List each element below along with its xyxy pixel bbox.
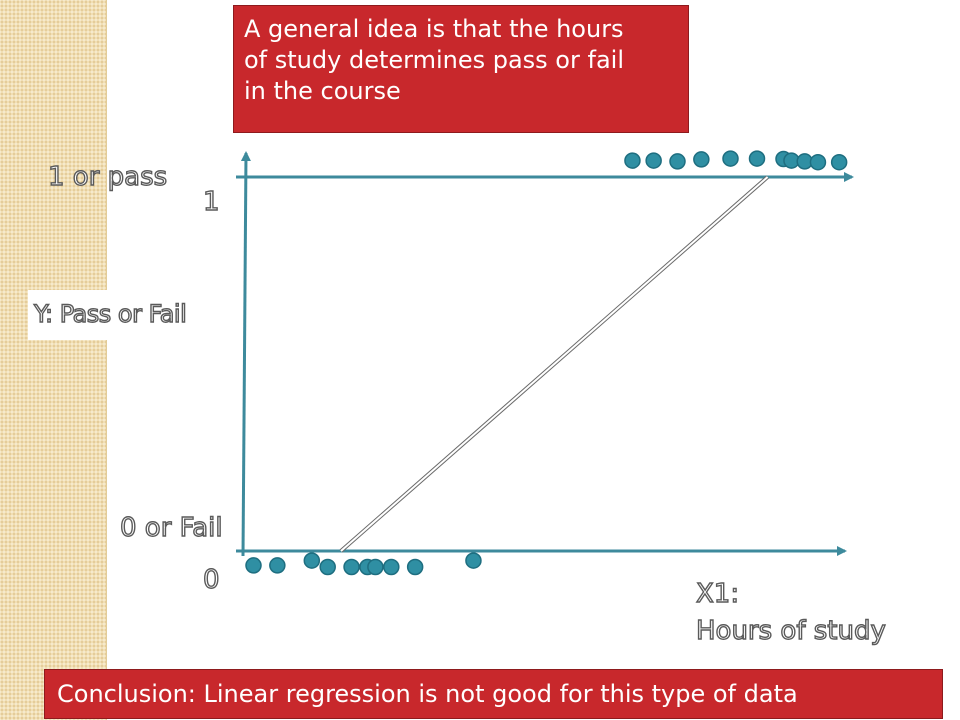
fail-data-point bbox=[367, 558, 384, 576]
decorative-side-strip bbox=[0, 0, 107, 720]
x-axis-label-line-2: Hours of study bbox=[695, 616, 886, 646]
fail-level-label: 0 or Fail bbox=[119, 513, 223, 543]
fail-data-point bbox=[303, 552, 321, 569]
pass-data-point bbox=[748, 150, 766, 167]
fail-data-point bbox=[245, 557, 262, 574]
regression-line-fill bbox=[340, 176, 769, 552]
fail-data-point bbox=[343, 558, 360, 576]
idea-callout-line-3: in the course bbox=[244, 77, 401, 105]
pass-data-point bbox=[645, 152, 662, 169]
idea-callout-line-2: of study determines pass or fail bbox=[244, 46, 624, 74]
conclusion-callout: Conclusion: Linear regression is not goo… bbox=[44, 669, 943, 719]
y-tick-zero: 0 bbox=[202, 565, 220, 595]
fail-data-point bbox=[406, 558, 424, 576]
x-axis-label-box bbox=[688, 568, 906, 656]
pass-data-point bbox=[669, 153, 686, 170]
pass-data-point bbox=[830, 153, 848, 171]
pass-data-point bbox=[624, 152, 641, 169]
conclusion-text: Conclusion: Linear regression is not goo… bbox=[57, 680, 798, 708]
idea-callout: A general idea is that the hours of stud… bbox=[233, 5, 689, 133]
axes bbox=[236, 151, 854, 557]
pass-data-point bbox=[722, 150, 739, 167]
x-axis-label-line-1: X1: bbox=[695, 579, 740, 609]
fail-data-point bbox=[465, 552, 482, 569]
idea-callout-line-1: A general idea is that the hours bbox=[244, 15, 624, 43]
y-axis-label-box bbox=[28, 290, 228, 340]
pass-data-point bbox=[693, 151, 710, 168]
regression-line bbox=[339, 175, 769, 553]
pass-level-label: 1 or pass bbox=[47, 162, 168, 192]
fail-data-point bbox=[383, 558, 400, 576]
data-points bbox=[245, 150, 848, 576]
y-axis-arrow bbox=[240, 151, 251, 557]
y-axis-label: Y: Pass or Fail bbox=[33, 300, 187, 328]
pass-data-point bbox=[809, 153, 827, 171]
fail-data-point bbox=[269, 557, 286, 574]
fail-data-point bbox=[319, 558, 336, 576]
y-tick-one: 1 bbox=[202, 187, 220, 217]
